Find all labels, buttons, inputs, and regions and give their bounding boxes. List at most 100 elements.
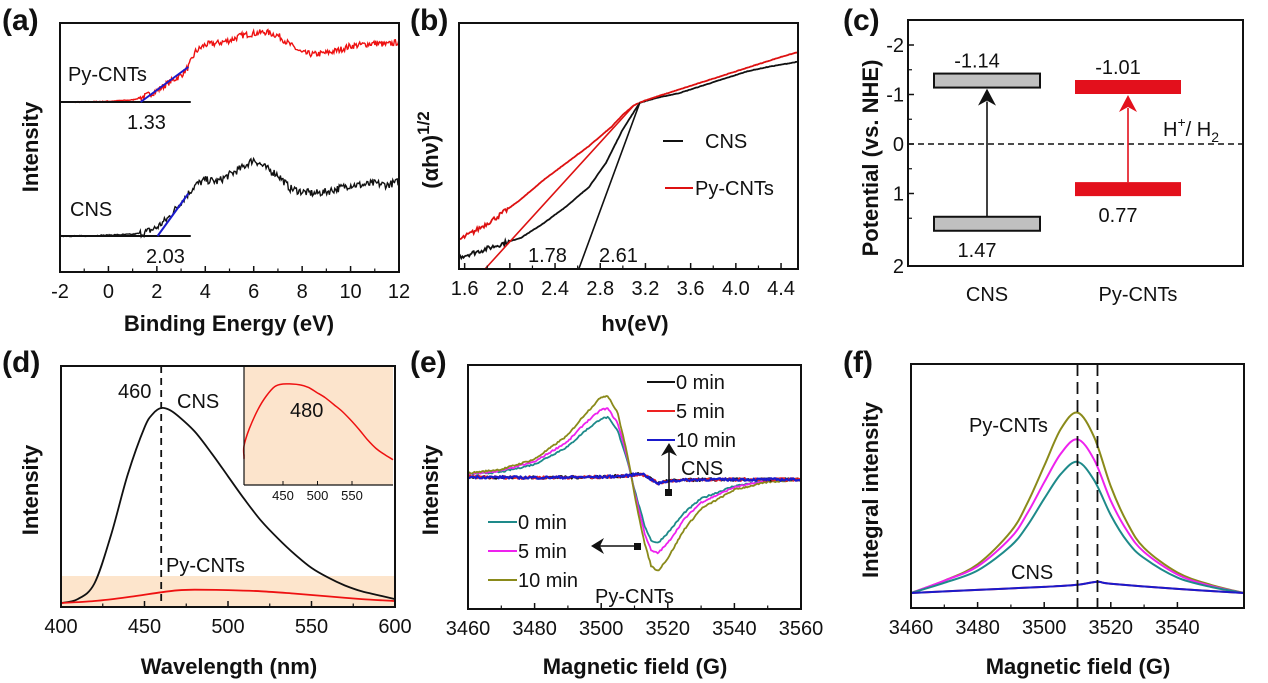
x-axis-label: Binding Energy (eV) bbox=[124, 311, 334, 336]
x-tick-label: 3520 bbox=[1089, 617, 1134, 639]
x-tick-label: 3500 bbox=[579, 618, 624, 640]
series-line-py-cnts bbox=[60, 588, 396, 604]
panel-a: -2 0 2 4 6 8 10 12 Py-CNTs CNS 1.33 2.03 (a) Binding … bbox=[2, 4, 410, 336]
y-axis-label-main: (αhν) bbox=[418, 135, 443, 189]
x-axis-label: Wavelength (nm) bbox=[141, 654, 317, 679]
x-tick-label: 3500 bbox=[1022, 617, 1067, 639]
series-annotation: CNS bbox=[681, 458, 723, 480]
plot-frame bbox=[458, 22, 799, 270]
series-annotation: CNS bbox=[1011, 562, 1053, 584]
series-annotation: CNS bbox=[177, 391, 219, 413]
inset-series-line bbox=[242, 383, 394, 461]
inset-x-tick-label: 550 bbox=[341, 488, 363, 503]
series-annotation: CNS bbox=[70, 199, 112, 221]
vb-value-label: 1.47 bbox=[958, 240, 997, 262]
panel-label: (e) bbox=[410, 346, 447, 379]
x-tick-label: 3520 bbox=[646, 618, 691, 640]
x-tick-label: 3560 bbox=[779, 618, 824, 640]
onset-label: 2.03 bbox=[146, 246, 185, 268]
inset-background bbox=[244, 366, 393, 485]
series-line-cns bbox=[60, 406, 396, 604]
x-tick-label: 2.4 bbox=[541, 278, 569, 300]
category-label: Py-CNTs bbox=[1099, 284, 1178, 306]
panel-label: (c) bbox=[843, 4, 880, 37]
y-axis-label-superscript: 1/2 bbox=[414, 111, 433, 135]
panel-b: 1.6 2.0 2.4 2.8 3.2 3.6 4.0 4.4 1.78 2.61 CNS Py-CN… bbox=[410, 4, 799, 336]
arrow-head-icon bbox=[1119, 95, 1137, 113]
x-tick-label: 4.0 bbox=[722, 278, 750, 300]
y-tick-label: -2 bbox=[886, 35, 904, 57]
x-tick-label: 2 bbox=[151, 281, 162, 303]
reference-line-label: H+/ H2 bbox=[1163, 114, 1219, 145]
legend-label: 0 min bbox=[518, 512, 567, 534]
x-axis-label: Magnetic field (G) bbox=[543, 654, 728, 679]
onset-label: 1.33 bbox=[127, 112, 166, 134]
panel-label: (a) bbox=[2, 4, 39, 37]
arrow-head-icon bbox=[978, 88, 996, 106]
legend-label: 5 min bbox=[518, 541, 567, 563]
reference-label-sup: + bbox=[1177, 114, 1185, 130]
series-line-cns bbox=[458, 60, 799, 261]
x-tick-label: 3480 bbox=[512, 618, 557, 640]
onset-fit-line bbox=[140, 66, 189, 103]
series-line-py-cnts bbox=[458, 51, 799, 241]
x-tick-label: -2 bbox=[51, 281, 69, 303]
series-annotation: Py-CNTs bbox=[166, 555, 245, 577]
panel-e: 3460 3480 3500 3520 3540 3560 0 min 5 min 10 min… bbox=[410, 346, 823, 679]
x-tick-label: 2.0 bbox=[496, 278, 524, 300]
legend-cns: 0 min 5 min 10 min bbox=[647, 372, 736, 452]
legend-label: 5 min bbox=[676, 401, 725, 423]
legend: CNS Py-CNTs bbox=[663, 131, 774, 200]
y-axis-label: Intensity bbox=[18, 101, 43, 192]
x-tick-label: 0 bbox=[103, 281, 114, 303]
legend-label: 10 min bbox=[518, 570, 578, 592]
plot-frame bbox=[907, 19, 1244, 267]
x-tick-label: 6 bbox=[248, 281, 259, 303]
inset-x-tick-label: 500 bbox=[307, 488, 329, 503]
intercept-label: 2.61 bbox=[599, 245, 638, 267]
x-tick-label: 4.4 bbox=[767, 278, 795, 300]
legend-label: CNS bbox=[705, 131, 747, 153]
y-tick-label: -1 bbox=[886, 85, 904, 107]
marker-label: 460 bbox=[118, 381, 151, 403]
x-axis-label: Magnetic field (G) bbox=[986, 654, 1171, 679]
series-line-cns-10-min bbox=[910, 580, 1245, 594]
panel-f: 3460 3480 3500 3520 3540 Py-CNTs CNS (f) Magneti… bbox=[843, 346, 1245, 679]
legend-label: 0 min bbox=[676, 372, 725, 394]
arrow-head-icon bbox=[591, 538, 604, 554]
inset-peak-label: 480 bbox=[290, 400, 323, 422]
series-line-py-cnts bbox=[59, 28, 400, 104]
x-tick-label: 12 bbox=[388, 281, 410, 303]
x-tick-label: 3540 bbox=[1155, 617, 1200, 639]
series-annotation: Py-CNTs bbox=[595, 586, 674, 608]
x-tick-label: 500 bbox=[211, 616, 244, 638]
panel-label: (f) bbox=[843, 346, 873, 379]
legend-label: 10 min bbox=[676, 430, 736, 452]
cb-value-label: -1.01 bbox=[1095, 57, 1141, 79]
x-tick-label: 3540 bbox=[712, 618, 757, 640]
cb-value-label: -1.14 bbox=[954, 51, 1000, 73]
x-tick-label: 3480 bbox=[955, 617, 1000, 639]
series-annotation: Py-CNTs bbox=[68, 64, 147, 86]
cb-bar-cns bbox=[933, 72, 1041, 89]
intercept-label: 1.78 bbox=[528, 245, 567, 267]
y-tick-label: 0 bbox=[893, 134, 904, 156]
x-tick-label: 550 bbox=[295, 616, 328, 638]
onset-fit-line bbox=[156, 192, 190, 237]
series-line-cns bbox=[59, 156, 400, 239]
legend-label: Py-CNTs bbox=[695, 178, 774, 200]
y-axis-label: Potential (vs. NHE) bbox=[858, 60, 883, 257]
vb-value-label: 0.77 bbox=[1099, 205, 1138, 227]
vb-bar-cns bbox=[933, 215, 1041, 232]
series-line-py-cnts-10-min bbox=[467, 395, 802, 572]
y-axis-label: Intensity bbox=[418, 444, 443, 535]
x-tick-label: 450 bbox=[128, 616, 161, 638]
reference-label-sub: 2 bbox=[1211, 129, 1219, 145]
vb-bar-py-cnts bbox=[1075, 182, 1181, 197]
series-line-py-cnts-10-min bbox=[910, 411, 1245, 594]
reference-label-h: H bbox=[1163, 119, 1177, 141]
cb-bar-py-cnts bbox=[1075, 80, 1181, 95]
panel-d: 450 500 550 480 400 450 500 550 600 460 CNS Py-CNTs… bbox=[2, 346, 412, 679]
